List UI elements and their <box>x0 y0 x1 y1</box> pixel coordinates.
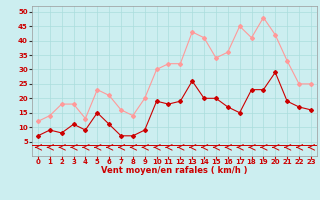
X-axis label: Vent moyen/en rafales ( km/h ): Vent moyen/en rafales ( km/h ) <box>101 166 248 175</box>
